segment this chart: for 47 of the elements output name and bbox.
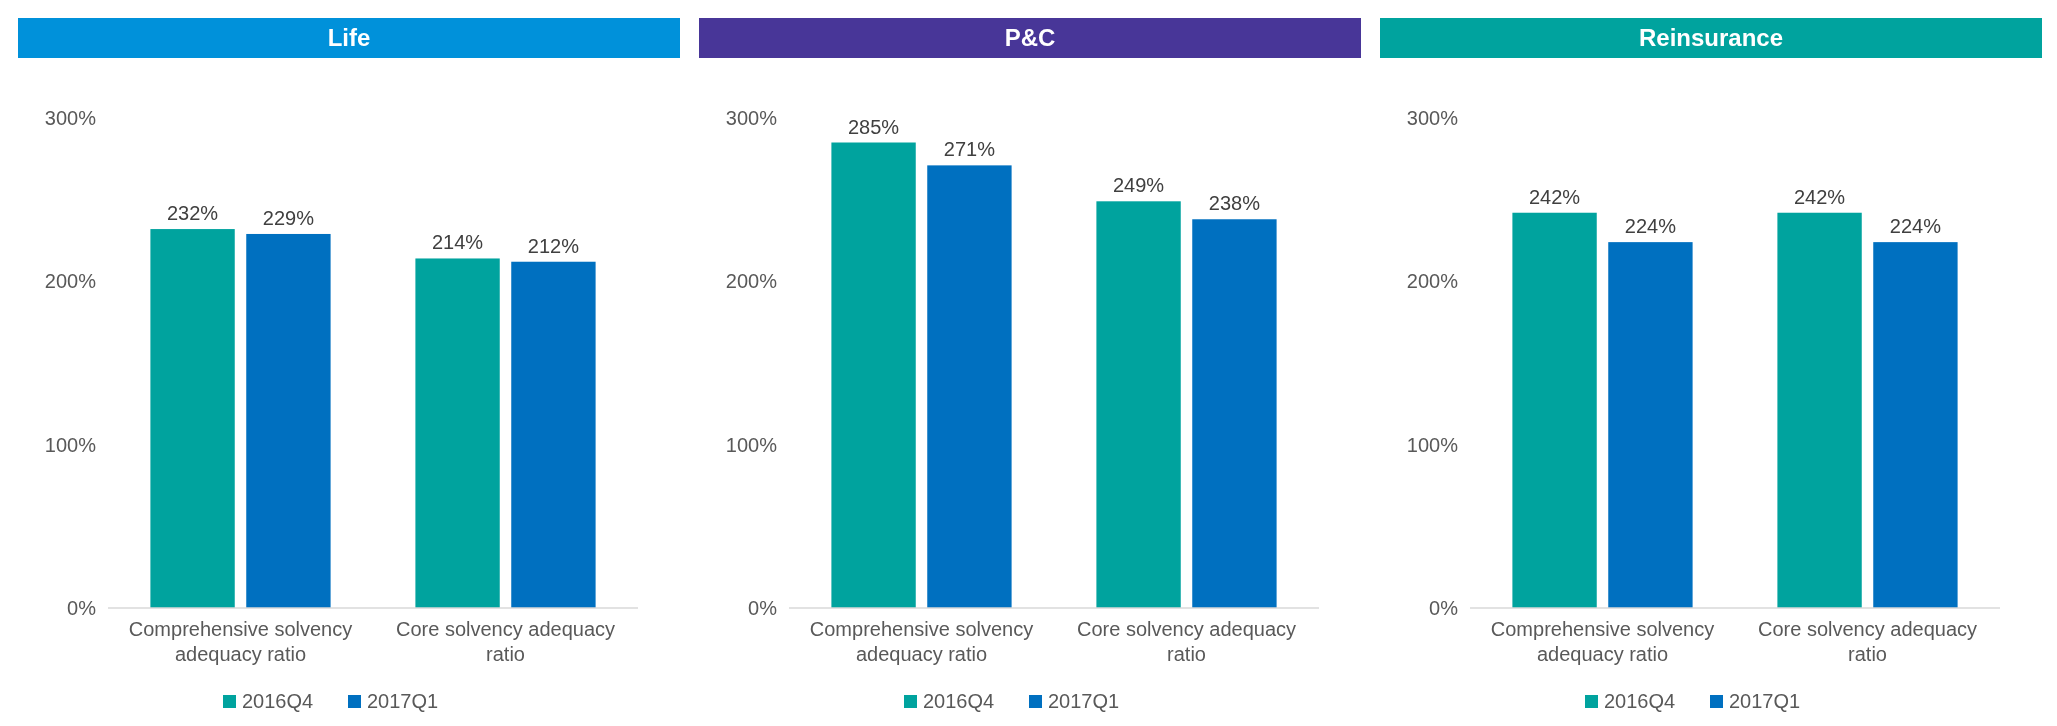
data-label: 271% bbox=[943, 138, 996, 161]
y-tick-label: 300% bbox=[725, 107, 778, 129]
y-tick-label: 100% bbox=[1406, 433, 1459, 456]
y-tick-label: 200% bbox=[725, 270, 778, 293]
x-tick-label: Comprehensive solvency adequacy ratio bbox=[809, 618, 1034, 665]
data-label: 238% bbox=[1208, 192, 1261, 215]
bar bbox=[1096, 201, 1181, 608]
x-tick-label: Core solvency adequacy ratio bbox=[1757, 618, 1978, 665]
bar bbox=[246, 233, 331, 608]
data-label: 214% bbox=[432, 231, 484, 254]
data-label: 224% bbox=[1624, 215, 1677, 238]
x-tick-label: Core solvency adequacy ratio bbox=[1076, 618, 1297, 665]
y-tick-label: 0% bbox=[748, 597, 778, 619]
legend-label: 2016Q4 bbox=[242, 690, 314, 712]
bar bbox=[511, 261, 596, 608]
x-tick-label: Comprehensive solvency adequacy ratio bbox=[128, 618, 353, 665]
chart-title: Reinsurance bbox=[1638, 24, 1784, 51]
y-tick-label: 200% bbox=[1406, 270, 1459, 293]
data-label: 242% bbox=[1529, 185, 1581, 208]
x-tick-label: Comprehensive solvency adequacy ratio bbox=[1490, 618, 1715, 665]
y-tick-label: 100% bbox=[44, 433, 97, 456]
chart-title: P&C bbox=[1004, 24, 1056, 51]
data-label: 224% bbox=[1889, 215, 1942, 238]
legend-label: 2017Q1 bbox=[1048, 690, 1120, 712]
y-tick-label: 0% bbox=[1429, 597, 1459, 619]
bar bbox=[1192, 219, 1277, 608]
y-tick-label: 0% bbox=[67, 597, 97, 619]
legend-label: 2017Q1 bbox=[1729, 690, 1801, 712]
legend-label: 2016Q4 bbox=[923, 690, 995, 712]
bar bbox=[831, 142, 916, 608]
x-tick-label: Core solvency adequacy ratio bbox=[395, 618, 616, 665]
y-tick-label: 300% bbox=[44, 107, 97, 129]
y-tick-label: 100% bbox=[725, 433, 778, 456]
y-tick-label: 300% bbox=[1406, 107, 1459, 129]
chart-title: Life bbox=[327, 24, 371, 51]
data-label: 232% bbox=[167, 202, 219, 225]
data-label: 229% bbox=[262, 206, 315, 229]
legend-label: 2016Q4 bbox=[1604, 690, 1676, 712]
data-label: 249% bbox=[1113, 174, 1165, 197]
data-label: 242% bbox=[1794, 185, 1846, 208]
data-label: 285% bbox=[848, 115, 900, 138]
data-label: 212% bbox=[527, 234, 580, 257]
bar bbox=[150, 229, 235, 608]
y-tick-label: 200% bbox=[44, 270, 97, 293]
bar bbox=[927, 165, 1012, 608]
bar bbox=[415, 258, 500, 608]
legend-label: 2017Q1 bbox=[367, 690, 439, 712]
